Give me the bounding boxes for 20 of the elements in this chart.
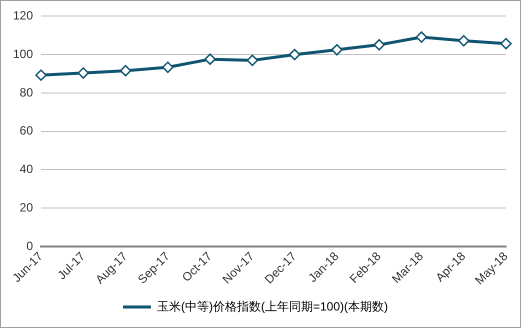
point bbox=[458, 35, 470, 47]
legend-label: 玉米(中等)价格指数(上年同期=100)(本期数) bbox=[156, 299, 388, 314]
y-tick-label: 60 bbox=[20, 124, 34, 138]
y-tick-label: 100 bbox=[12, 46, 34, 61]
y-tick-label: 20 bbox=[20, 200, 34, 214]
point bbox=[120, 64, 132, 76]
point bbox=[288, 48, 300, 60]
y-tick-label: 40 bbox=[20, 162, 34, 176]
y-tick-label: 0 bbox=[26, 238, 34, 253]
y-tick-label: 80 bbox=[20, 85, 34, 100]
point bbox=[416, 31, 428, 43]
point bbox=[331, 44, 343, 56]
point bbox=[500, 38, 512, 50]
point bbox=[162, 62, 174, 74]
y-tick-label: 120 bbox=[12, 8, 34, 23]
point bbox=[35, 69, 47, 81]
point bbox=[246, 54, 258, 66]
point bbox=[78, 67, 90, 79]
point bbox=[204, 53, 216, 65]
point bbox=[373, 39, 385, 51]
